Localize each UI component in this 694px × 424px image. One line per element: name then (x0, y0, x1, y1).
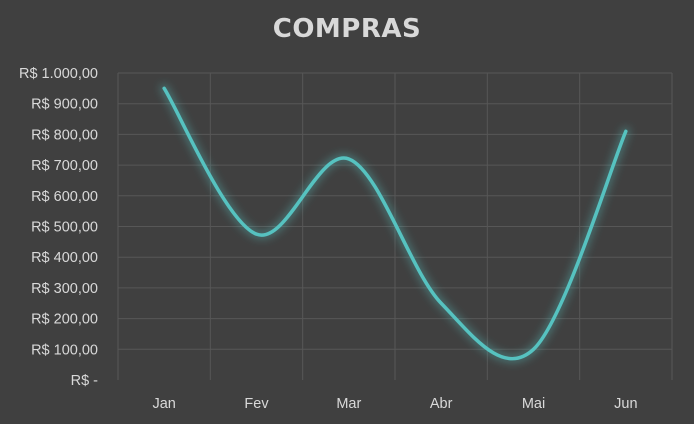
x-tick-label: Mar (336, 396, 361, 412)
data-point-mar (348, 158, 349, 159)
data-point-abr (441, 303, 442, 304)
y-tick-label: R$ - (71, 373, 99, 389)
series-layer (159, 83, 631, 364)
y-tick-label: R$ 700,00 (31, 158, 98, 174)
y-tick-label: R$ 1.000,00 (19, 66, 98, 82)
series-line (162, 86, 628, 361)
y-tick-label: R$ 300,00 (31, 281, 98, 297)
x-tick-label: Jan (152, 396, 175, 412)
x-tick-label: Mai (522, 396, 545, 412)
y-tick-label: R$ 500,00 (31, 220, 98, 236)
y-tick-label: R$ 900,00 (31, 97, 98, 113)
gridlines (117, 72, 673, 380)
y-axis-labels: R$ - R$ 100,00 R$ 200,00 R$ 300,00 R$ 400,00… (19, 66, 98, 389)
y-tick-label: R$ 600,00 (31, 189, 98, 205)
x-tick-label: Jun (614, 396, 637, 412)
y-tick-label: R$ 200,00 (31, 312, 98, 328)
chart-title: COMPRAS (272, 14, 422, 44)
data-point-jan (164, 88, 165, 89)
data-point-fev (256, 234, 257, 235)
x-tick-label: Abr (430, 396, 453, 412)
x-tick-label: Fev (244, 396, 269, 412)
y-tick-label: R$ 400,00 (31, 250, 98, 266)
data-point-mai (533, 349, 534, 350)
data-point-jun (625, 131, 626, 132)
y-tick-label: R$ 100,00 (31, 342, 98, 358)
x-axis-labels: Jan Fev Mar Abr Mai Jun (152, 396, 637, 412)
y-tick-label: R$ 800,00 (31, 127, 98, 143)
